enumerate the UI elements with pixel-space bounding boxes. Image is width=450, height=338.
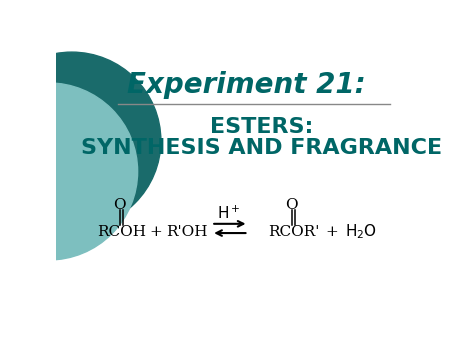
Text: SYNTHESIS AND FRAGRANCE: SYNTHESIS AND FRAGRANCE <box>81 138 442 159</box>
Text: RCOH: RCOH <box>98 224 147 239</box>
Text: Experiment 21:: Experiment 21: <box>127 71 365 99</box>
Circle shape <box>0 83 138 260</box>
Text: ESTERS:: ESTERS: <box>210 117 313 137</box>
Text: R'OH: R'OH <box>166 224 207 239</box>
Text: $\mathrm{H_2O}$: $\mathrm{H_2O}$ <box>345 222 377 241</box>
Text: RCOR': RCOR' <box>269 224 320 239</box>
Text: +: + <box>149 224 162 239</box>
Text: +: + <box>325 224 338 239</box>
Text: $\mathrm{H^+}$: $\mathrm{H^+}$ <box>216 204 240 222</box>
Text: O: O <box>113 198 126 212</box>
Text: O: O <box>286 198 298 212</box>
Circle shape <box>0 52 161 229</box>
